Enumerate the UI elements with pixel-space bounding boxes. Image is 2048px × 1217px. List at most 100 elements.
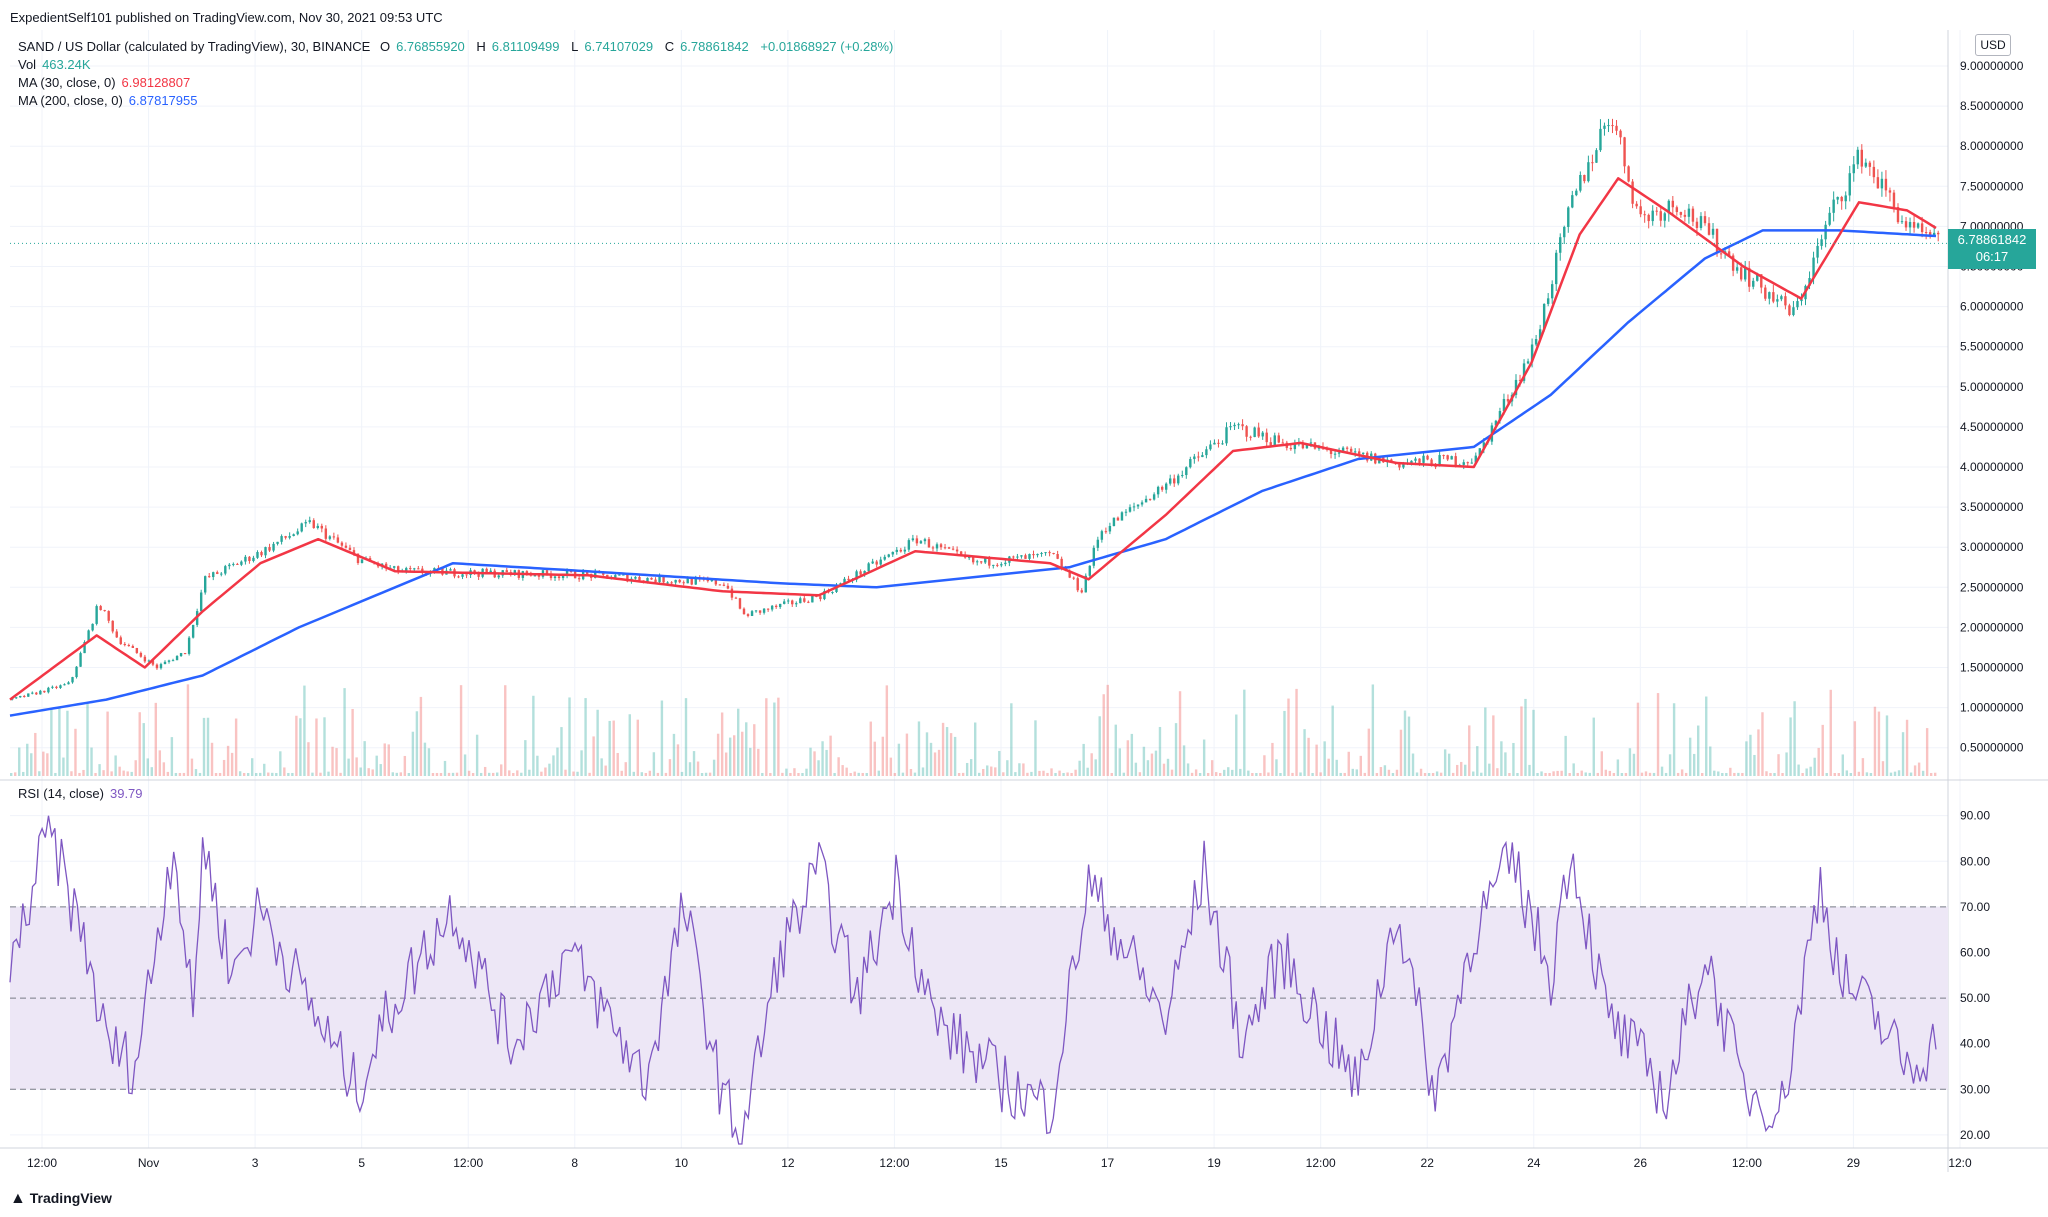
candle-body	[1189, 459, 1192, 468]
candle	[220, 571, 223, 577]
volume-bar	[1725, 773, 1728, 776]
candle-body	[304, 522, 307, 524]
volume-bar	[1901, 732, 1905, 776]
candle	[1104, 527, 1108, 534]
candle-body	[955, 549, 959, 552]
candle	[1860, 144, 1864, 174]
candle-body	[967, 557, 971, 559]
candle	[47, 686, 50, 694]
candle	[35, 691, 38, 695]
candle	[397, 565, 400, 575]
volume-bar	[1781, 773, 1784, 776]
ma30-line	[9, 177, 1937, 701]
volume-bar	[1668, 754, 1672, 776]
candle	[1776, 294, 1779, 308]
volume-bar	[889, 757, 893, 776]
price-tick-label: 1.00000000	[1960, 701, 2024, 715]
candle-body	[51, 686, 54, 688]
candle	[75, 666, 78, 679]
candle	[1173, 474, 1176, 487]
price-tick-label: 9.00000000	[1960, 59, 2024, 73]
candle-body	[1550, 284, 1554, 299]
volume-bar	[797, 772, 800, 776]
candle-body	[722, 584, 726, 586]
candle-body	[1748, 267, 1751, 287]
volume-bar	[1604, 769, 1608, 776]
volume-bar	[528, 769, 531, 776]
candle-body	[1193, 456, 1196, 460]
candle-body	[1341, 447, 1345, 453]
price-tick-label: 2.50000000	[1960, 580, 2024, 594]
candle	[1522, 359, 1526, 384]
candle	[935, 542, 939, 552]
candle-body	[1040, 553, 1043, 555]
volume-bar	[1897, 770, 1901, 776]
volume-bar	[749, 747, 752, 776]
candle	[1076, 576, 1079, 593]
candle-body	[742, 608, 746, 615]
volume-bar	[1243, 689, 1246, 776]
volume-bar	[343, 688, 346, 776]
candle	[1663, 211, 1666, 228]
volume-bar	[1415, 772, 1419, 776]
volume-bar	[363, 741, 366, 776]
candle	[1156, 485, 1160, 498]
candle-body	[935, 544, 939, 549]
volume-bar	[1379, 767, 1383, 776]
volume-bar	[10, 773, 13, 776]
volume-bar	[1624, 772, 1628, 776]
volume-bar	[138, 712, 141, 776]
candle-body	[859, 571, 862, 575]
rsi-tick-label: 40.00	[1960, 1037, 1990, 1051]
volume-bar	[287, 772, 290, 776]
volume-bar	[1022, 763, 1025, 776]
volume-bar	[969, 759, 973, 776]
currency-button[interactable]: USD	[1975, 34, 2011, 56]
volume-bar	[592, 736, 595, 776]
time-tick-label: Nov	[138, 1156, 159, 1170]
tradingview-logo[interactable]: ▲ TradingView	[10, 1190, 112, 1208]
volume-bar	[1576, 772, 1579, 776]
candle-body	[35, 692, 38, 695]
candle	[216, 570, 219, 575]
ma30-value: 6.98128807	[121, 75, 191, 90]
volume-bar	[1006, 760, 1009, 776]
volume-bar	[548, 763, 551, 776]
candle-body	[1896, 206, 1900, 223]
candle-body	[1096, 539, 1100, 548]
candle-body	[658, 575, 661, 583]
volume-bar	[1283, 710, 1286, 776]
candle	[738, 597, 742, 610]
candle	[183, 652, 187, 655]
candle	[1856, 146, 1859, 169]
candle-body	[465, 574, 468, 576]
candle	[927, 537, 931, 548]
candle	[758, 610, 762, 615]
candle-body	[867, 563, 870, 571]
candle-body	[537, 575, 541, 577]
volume-bar	[1644, 771, 1648, 776]
candle	[224, 564, 227, 576]
volume-bar	[299, 718, 302, 776]
candle-body	[1860, 149, 1864, 167]
candle	[734, 596, 738, 599]
candle-body	[1000, 564, 1003, 566]
candle-body	[1152, 494, 1156, 500]
volume-bar	[1239, 768, 1242, 776]
candle	[248, 556, 251, 564]
candle	[1273, 432, 1276, 447]
price-tick-label: 2.00000000	[1960, 620, 2024, 634]
candle-body	[1816, 245, 1819, 258]
candle-body	[557, 576, 561, 579]
candle-body	[1611, 125, 1614, 127]
volume-bar	[1688, 737, 1692, 776]
candle-body	[1864, 162, 1868, 167]
volume-bar	[198, 772, 202, 776]
volume-bar	[94, 772, 97, 776]
candle	[328, 535, 332, 541]
volume-bar	[1275, 759, 1278, 776]
candle-body	[240, 561, 243, 565]
volume-bar	[1162, 763, 1166, 776]
candle	[1888, 187, 1892, 202]
